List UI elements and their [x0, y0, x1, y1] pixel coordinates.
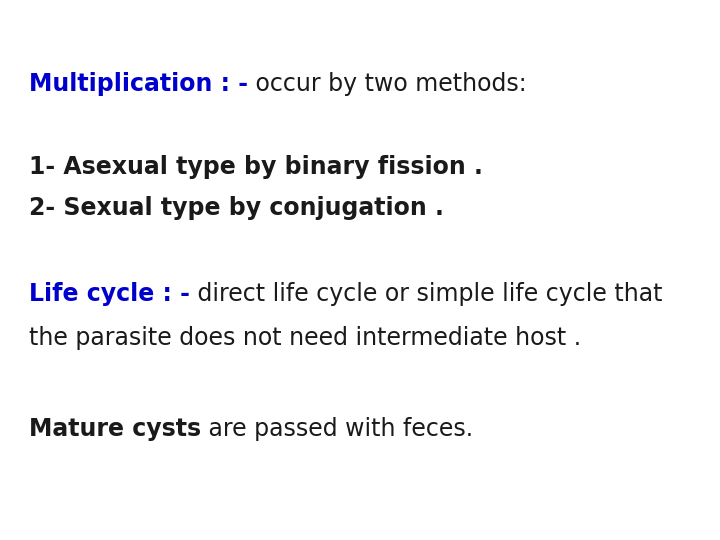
- Text: occur by two methods:: occur by two methods:: [248, 72, 526, 96]
- Text: direct life cycle or simple life cycle that: direct life cycle or simple life cycle t…: [189, 282, 662, 306]
- Text: the parasite does not need intermediate host .: the parasite does not need intermediate …: [29, 326, 581, 349]
- Text: 1- Asexual type by binary fission .: 1- Asexual type by binary fission .: [29, 156, 482, 179]
- Text: 2- Sexual type by conjugation .: 2- Sexual type by conjugation .: [29, 196, 444, 220]
- Text: Mature cysts: Mature cysts: [29, 417, 201, 441]
- Text: are passed with feces.: are passed with feces.: [201, 417, 473, 441]
- Text: Life cycle : -: Life cycle : -: [29, 282, 189, 306]
- Text: Multiplication : -: Multiplication : -: [29, 72, 248, 96]
